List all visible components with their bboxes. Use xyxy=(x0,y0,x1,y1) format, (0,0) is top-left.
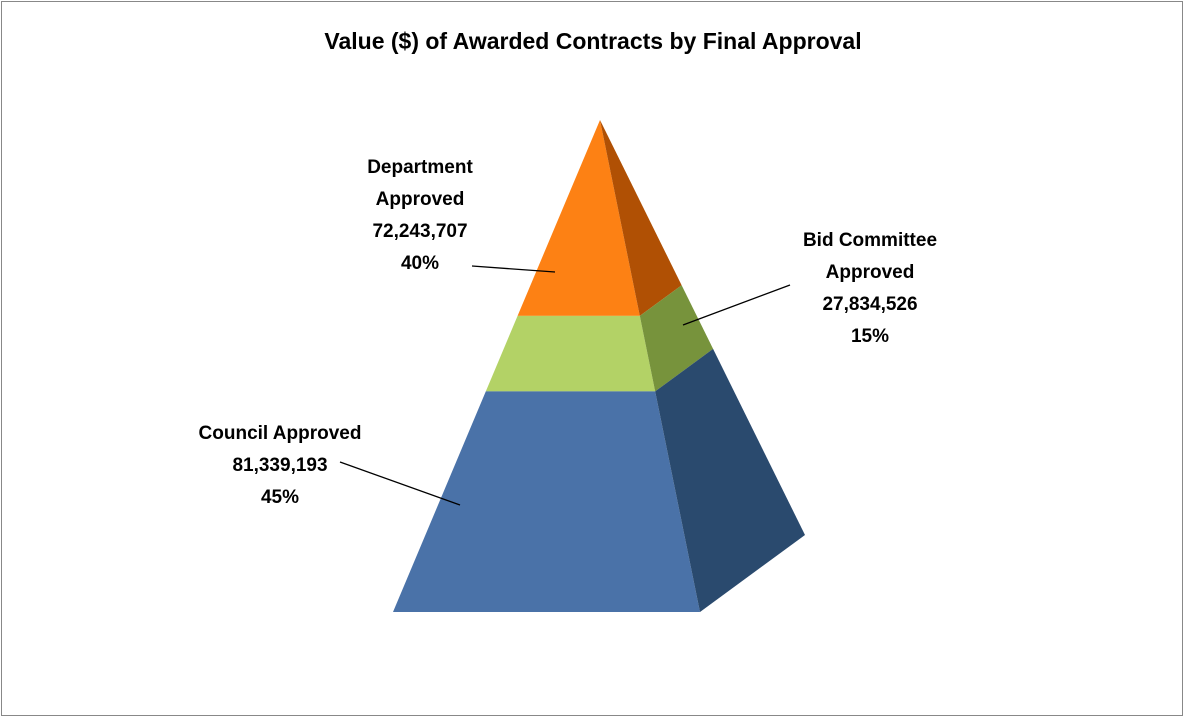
value-label: 72,243,707 xyxy=(372,221,468,242)
pyramid-front xyxy=(485,315,656,392)
data-label: Department Approved 72,243,707 40% xyxy=(320,152,520,280)
leader-line xyxy=(471,265,556,273)
pyramid-side xyxy=(655,348,805,612)
chart-title: Value ($) of Awarded Contracts by Final … xyxy=(324,28,862,54)
category-label: Council Approved xyxy=(198,423,362,444)
percent-label: 45% xyxy=(260,487,300,508)
data-label: Bid Committee Approved 27,834,526 15% xyxy=(770,225,970,353)
pyramid-side xyxy=(639,285,714,392)
category-label: Department Approved xyxy=(367,157,473,210)
leader-line xyxy=(339,461,461,506)
pyramid-front xyxy=(393,391,700,612)
leader-line xyxy=(682,284,791,326)
value-label: 81,339,193 xyxy=(232,455,328,476)
percent-label: 40% xyxy=(400,253,440,274)
value-label: 27,834,526 xyxy=(822,294,918,315)
pyramid-front xyxy=(517,120,640,316)
data-label: Council Approved 81,339,193 45% xyxy=(180,418,380,514)
category-label: Bid Committee Approved xyxy=(802,230,938,283)
percent-label: 15% xyxy=(850,326,890,347)
pyramid-side xyxy=(600,120,682,316)
